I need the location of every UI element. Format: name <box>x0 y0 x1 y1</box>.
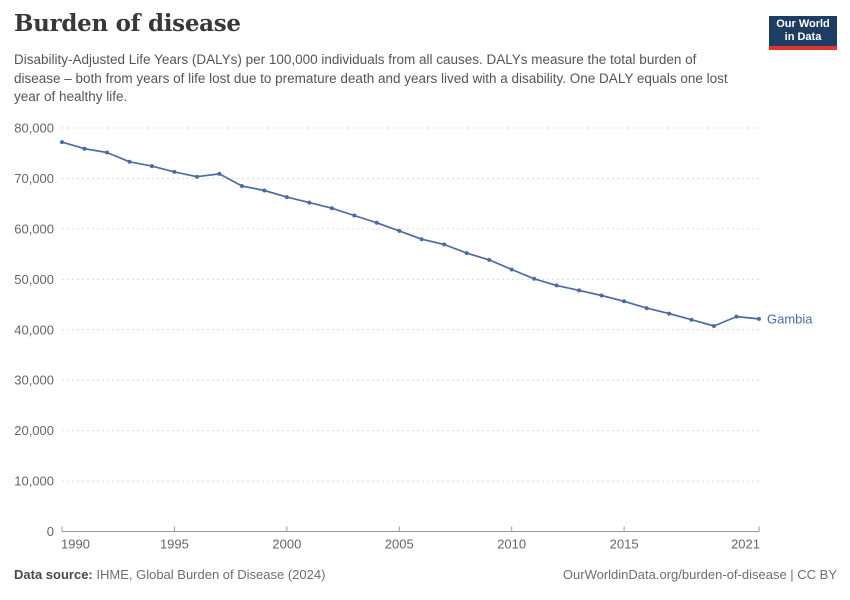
x-axis-tick-label: 2021 <box>731 537 760 552</box>
x-axis-tick-label: 1995 <box>160 537 189 552</box>
data-point[interactable] <box>352 213 357 218</box>
data-source: Data source: IHME, Global Burden of Dise… <box>14 567 325 582</box>
data-point[interactable] <box>149 164 154 169</box>
data-point[interactable] <box>464 251 469 256</box>
license-note: OurWorldinData.org/burden-of-disease | C… <box>562 567 837 582</box>
y-axis-tick-label: 60,000 <box>14 221 54 236</box>
data-point[interactable] <box>622 299 627 304</box>
data-point[interactable] <box>60 140 64 145</box>
x-axis-tick-label: 2005 <box>385 537 414 552</box>
data-point[interactable] <box>172 169 177 174</box>
data-point[interactable] <box>194 174 199 179</box>
page-title: Burden of disease <box>14 10 241 37</box>
data-point[interactable] <box>239 184 244 188</box>
y-axis-tick-label: 70,000 <box>14 171 54 186</box>
data-point[interactable] <box>217 171 222 176</box>
chart-footer: Data source: IHME, Global Burden of Dise… <box>14 567 837 582</box>
data-point[interactable] <box>397 228 402 233</box>
data-point[interactable] <box>689 317 694 322</box>
data-point[interactable] <box>127 159 132 164</box>
data-point[interactable] <box>284 195 289 200</box>
x-axis-tick-label: 2000 <box>272 537 301 552</box>
data-source-value: IHME, Global Burden of Disease (2024) <box>92 567 326 582</box>
y-axis-tick-label: 0 <box>47 524 54 539</box>
data-point[interactable] <box>532 276 537 281</box>
y-axis-tick-label: 40,000 <box>14 322 54 337</box>
data-line-gambia[interactable] <box>61 141 760 327</box>
y-axis-tick-label: 50,000 <box>14 272 54 287</box>
data-point[interactable] <box>105 150 109 155</box>
data-point[interactable] <box>442 242 447 247</box>
data-point[interactable] <box>599 293 604 298</box>
data-point[interactable] <box>554 283 559 288</box>
chart-subtitle: Disability-Adjusted Life Years (DALYs) p… <box>14 52 728 104</box>
owid-logo-line2: in Data <box>784 31 822 43</box>
data-point[interactable] <box>419 237 424 242</box>
y-axis-tick-label: 80,000 <box>14 121 54 136</box>
data-point[interactable] <box>644 306 649 311</box>
data-point[interactable] <box>329 206 334 211</box>
x-axis-tick-label: 1990 <box>61 537 90 552</box>
data-point[interactable] <box>82 146 87 151</box>
owid-logo-line1: Our World <box>776 18 830 30</box>
data-point[interactable] <box>487 257 492 262</box>
x-axis-tick-label: 2010 <box>497 537 526 552</box>
data-source-label: Data source: <box>14 567 93 582</box>
owid-logo: Our World in Data <box>769 16 837 50</box>
data-point[interactable] <box>757 316 761 321</box>
data-point[interactable] <box>712 324 716 328</box>
y-axis-tick-label: 10,000 <box>14 474 54 489</box>
data-point[interactable] <box>262 188 267 193</box>
data-point[interactable] <box>509 267 514 272</box>
data-point[interactable] <box>734 314 739 319</box>
y-axis-tick-label: 30,000 <box>14 373 54 388</box>
series-label-gambia: Gambia <box>767 311 813 326</box>
data-point[interactable] <box>374 220 379 225</box>
x-axis-tick-label: 2015 <box>610 537 639 552</box>
data-point[interactable] <box>577 288 582 293</box>
data-point[interactable] <box>307 200 312 205</box>
y-axis-tick-label: 20,000 <box>14 423 54 438</box>
data-point[interactable] <box>667 311 672 316</box>
